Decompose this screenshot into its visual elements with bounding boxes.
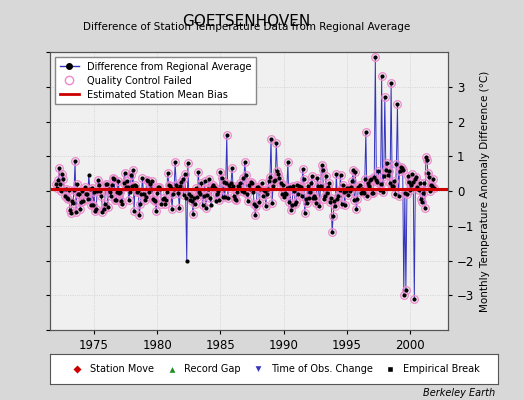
Text: GOETSENHOVEN: GOETSENHOVEN: [182, 14, 310, 29]
Text: Berkeley Earth: Berkeley Earth: [423, 388, 495, 398]
Legend: Station Move, Record Gap, Time of Obs. Change, Empirical Break: Station Move, Record Gap, Time of Obs. C…: [64, 360, 484, 378]
Legend: Difference from Regional Average, Quality Control Failed, Estimated Station Mean: Difference from Regional Average, Qualit…: [54, 57, 256, 104]
Y-axis label: Monthly Temperature Anomaly Difference (°C): Monthly Temperature Anomaly Difference (…: [480, 70, 490, 312]
Text: Difference of Station Temperature Data from Regional Average: Difference of Station Temperature Data f…: [83, 22, 410, 32]
